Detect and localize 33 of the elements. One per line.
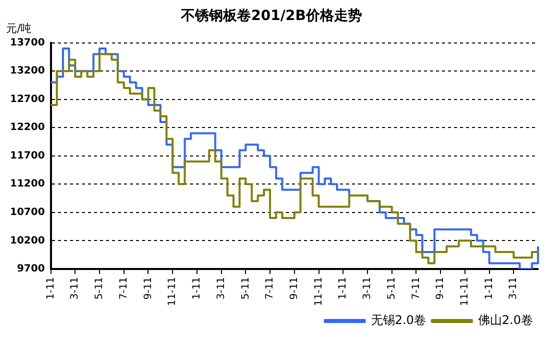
- x-tick-label: 3-11: [216, 276, 227, 300]
- y-tick-label: 13200: [10, 66, 45, 77]
- x-tick-label: 11-11: [460, 276, 471, 306]
- y-tick-label: 11700: [10, 150, 45, 162]
- x-tick-label: 1-11: [45, 276, 56, 300]
- legend-label: 佛山2.0卷: [478, 313, 534, 328]
- x-tick-label: 3-11: [362, 276, 374, 300]
- x-tick-label: 1-11: [192, 276, 203, 300]
- chart-title: 不锈钢板卷201/2B价格走势: [180, 8, 362, 24]
- x-tick-label: 11-11: [167, 276, 178, 306]
- x-tick-label: 3-11: [508, 276, 520, 300]
- y-tick-label: 13700: [10, 37, 45, 48]
- x-tick-label: 7-11: [264, 276, 276, 300]
- x-tick-label: 5-11: [94, 276, 106, 300]
- y-tick-label: 10200: [10, 235, 45, 246]
- x-tick-label: 5-11: [240, 276, 252, 300]
- x-tick-label: 5-11: [386, 276, 398, 300]
- x-tick-label: 9-11: [142, 276, 154, 300]
- y-tick-label: 12200: [10, 122, 45, 134]
- x-tick-label: 1-11: [484, 276, 495, 300]
- x-tick-label: 1-11: [338, 276, 349, 300]
- legend-label: 无锡2.0卷: [370, 313, 426, 328]
- x-tick-label: 11-11: [313, 276, 324, 306]
- y-axis-title: 元/吨: [6, 22, 32, 36]
- y-tick-label: 10700: [10, 207, 45, 218]
- x-tick-label: 3-11: [70, 276, 81, 300]
- y-tick-label: 9700: [16, 264, 45, 275]
- y-tick-label: 12700: [10, 94, 45, 105]
- x-tick-label: 9-11: [435, 276, 446, 300]
- x-tick-label: 9-11: [288, 276, 300, 300]
- x-tick-label: 7-11: [410, 276, 422, 300]
- y-tick-label: 11200: [10, 178, 45, 190]
- x-tick-label: 7-11: [118, 276, 130, 300]
